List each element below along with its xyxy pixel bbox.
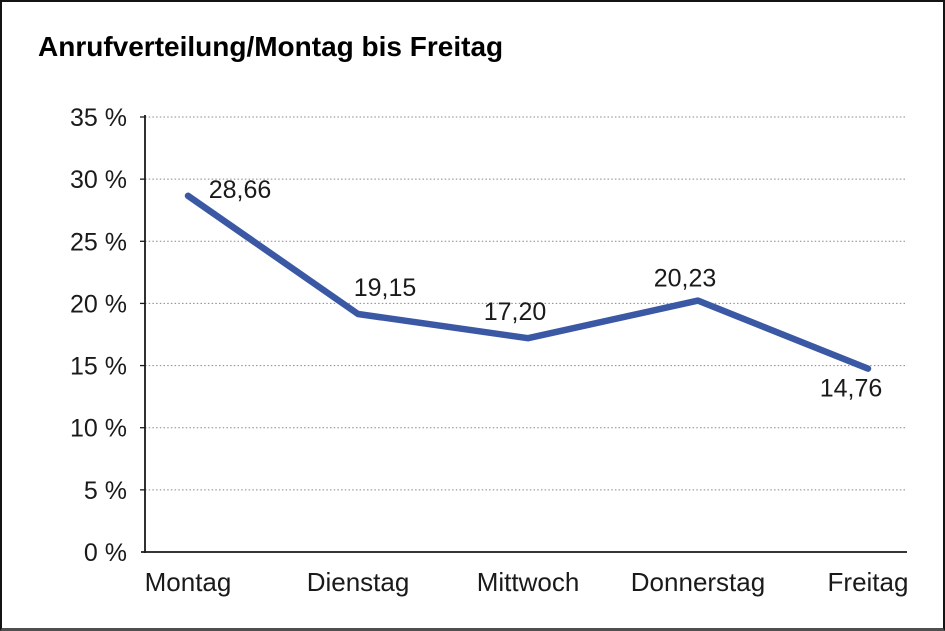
y-tick-label: 0 % (84, 539, 127, 567)
data-point-label: 19,15 (354, 274, 417, 302)
y-tick-label: 5 % (84, 477, 127, 505)
x-category-label: Montag (145, 567, 232, 597)
data-series-line (184, 192, 872, 372)
y-tick-label: 20 % (70, 290, 127, 318)
chart-title: Anrufverteilung/Montag bis Freitag (38, 31, 504, 62)
data-point-label: 14,76 (820, 375, 883, 403)
data-point-label: 28,66 (209, 176, 272, 204)
y-tick-label: 35 % (70, 104, 127, 132)
y-tick-label: 10 % (70, 415, 127, 443)
x-category-label: Freitag (828, 567, 909, 597)
data-point-label: 20,23 (654, 265, 717, 293)
data-point-label: 17,20 (484, 298, 547, 326)
y-tick-label: 15 % (70, 353, 127, 381)
x-category-label: Donnerstag (631, 567, 765, 597)
x-category-label: Dienstag (307, 567, 410, 597)
x-category-label: Mittwoch (477, 567, 580, 597)
y-tick-label: 25 % (70, 228, 127, 256)
y-tick-label: 30 % (70, 166, 127, 194)
